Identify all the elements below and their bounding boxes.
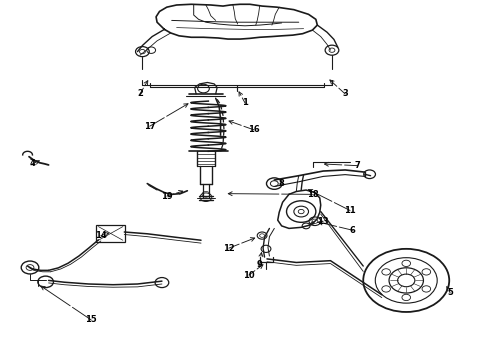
Text: 5: 5 (447, 288, 453, 297)
Text: 2: 2 (137, 89, 143, 98)
Text: 3: 3 (343, 89, 348, 98)
Text: 10: 10 (243, 270, 255, 279)
Text: 18: 18 (307, 190, 318, 199)
Text: 6: 6 (349, 226, 355, 235)
Text: 12: 12 (223, 244, 235, 253)
Text: 15: 15 (85, 315, 97, 324)
Text: 14: 14 (95, 231, 107, 240)
Text: 16: 16 (248, 125, 260, 134)
Text: 1: 1 (242, 98, 248, 107)
Text: 8: 8 (279, 179, 285, 188)
Text: 9: 9 (257, 260, 263, 269)
Text: 19: 19 (161, 192, 172, 201)
Text: 4: 4 (29, 159, 35, 168)
Text: 17: 17 (144, 122, 155, 131)
Text: 7: 7 (354, 161, 360, 170)
Text: 13: 13 (318, 217, 329, 226)
Text: 11: 11 (344, 206, 356, 215)
